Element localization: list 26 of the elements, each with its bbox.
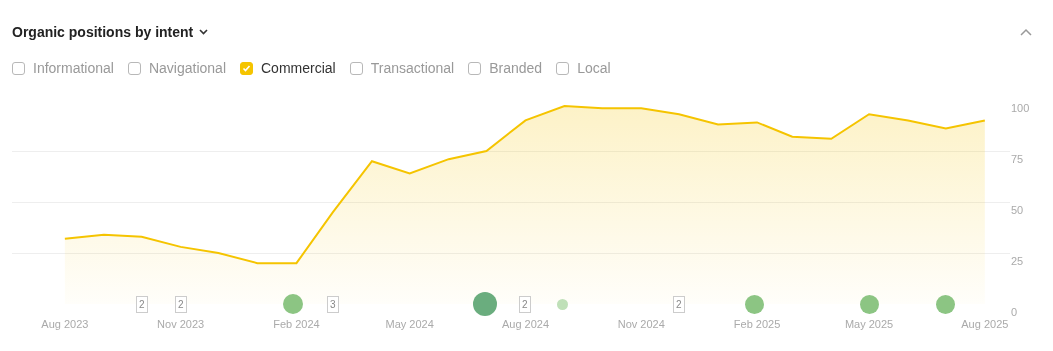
x-tick-label: May 2025 [844, 318, 894, 330]
x-tick-label: Aug 2024 [501, 318, 550, 330]
x-tick-label: Nov 2023 [157, 318, 205, 330]
annotation: 2 [139, 299, 145, 310]
annotation: 2 [178, 299, 184, 310]
chart-title: Organic positions by intent [12, 24, 194, 40]
annotation: 2 [522, 299, 528, 310]
y-tick-label: 0 [1011, 305, 1018, 318]
y-tick-label: 100 [1011, 101, 1030, 114]
x-tick-label: May 2024 [385, 318, 434, 330]
legend-label: Commercial [261, 60, 336, 76]
y-tick-label: 50 [1011, 203, 1024, 216]
y-tick-label: 25 [1011, 254, 1024, 267]
x-tick-label: Feb 2025 [733, 318, 781, 330]
legend-label: Branded [489, 60, 543, 76]
annotation: 2 [676, 299, 682, 310]
x-tick-label: Aug 2023 [41, 318, 89, 330]
x-tick-label: Aug 2025 [961, 318, 1009, 330]
x-tick-label: Nov 2024 [617, 318, 665, 330]
y-tick-label: 75 [1011, 152, 1024, 165]
legend-label: Navigational [148, 60, 226, 76]
legend-label: Informational [33, 60, 114, 76]
annotation: 3 [330, 299, 336, 310]
legend-label: Local [577, 60, 611, 76]
legend-label: Transactional [370, 60, 455, 76]
x-tick-label: Feb 2024 [273, 318, 320, 330]
